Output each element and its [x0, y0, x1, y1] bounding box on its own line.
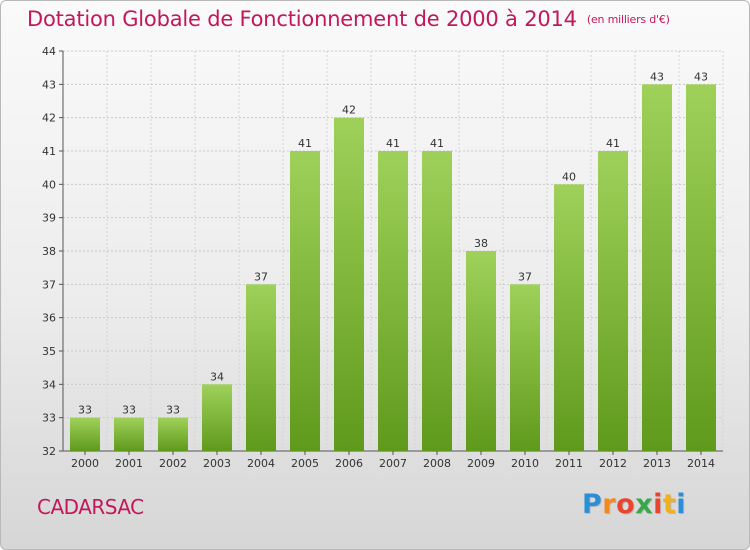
x-tick-label: 2005 [291, 457, 319, 470]
bar [686, 84, 716, 451]
logo-letter: o [616, 489, 636, 520]
bar [246, 284, 276, 451]
x-tick-label: 2013 [643, 457, 671, 470]
y-tick-label: 34 [42, 378, 56, 391]
bar [158, 417, 188, 451]
y-tick-label: 41 [42, 145, 56, 158]
data-label: 33 [122, 404, 136, 417]
y-tick-label: 44 [42, 45, 56, 58]
data-label: 37 [518, 270, 532, 283]
data-labels: 33 33 33 34 37 41 42 41 41 38 37 40 41 43 43 [78, 70, 708, 416]
y-tick-label: 38 [42, 245, 56, 258]
data-label: 34 [210, 370, 224, 383]
data-label: 33 [166, 404, 180, 417]
y-tick-label: 36 [42, 312, 56, 325]
x-tick-label: 2014 [687, 457, 715, 470]
logo-letter: i [653, 489, 663, 520]
y-tick-label: 42 [42, 112, 56, 125]
bar [510, 284, 540, 451]
logo-letter: i [676, 489, 687, 520]
data-label: 41 [298, 137, 312, 150]
bar [422, 151, 452, 451]
chart-unit: (en milliers d'€) [586, 13, 670, 26]
bar [642, 84, 672, 451]
proxiti-logo: Proxiti [582, 489, 686, 520]
data-label: 41 [430, 137, 444, 150]
bar [466, 251, 496, 451]
y-tick-label: 40 [42, 178, 56, 191]
bar [290, 151, 320, 451]
data-label: 37 [254, 270, 268, 283]
x-tick-label: 2008 [423, 457, 451, 470]
y-tick-label: 32 [42, 445, 56, 458]
logo-letter: t [662, 489, 677, 520]
data-label: 41 [386, 137, 400, 150]
data-label: 33 [78, 404, 92, 417]
bar [114, 417, 144, 451]
y-tick-label: 33 [42, 412, 56, 425]
chart-title: Dotation Globale de Fonctionnement de 20… [27, 7, 670, 31]
x-tick-label: 2011 [555, 457, 583, 470]
bar [378, 151, 408, 451]
logo-letter: P [582, 489, 603, 520]
y-tick-label: 37 [42, 278, 56, 291]
y-tick-label: 35 [42, 345, 56, 358]
bar [598, 151, 628, 451]
x-tick-label: 2003 [203, 457, 231, 470]
logo-letter: x [635, 489, 654, 520]
data-label: 38 [474, 237, 488, 250]
logo-letter: r [602, 489, 617, 520]
y-tick-label: 39 [42, 212, 56, 225]
bar [334, 117, 364, 452]
x-tick-label: 2002 [159, 457, 187, 470]
data-label: 41 [606, 137, 620, 150]
x-tick-label: 2006 [335, 457, 363, 470]
x-tick-label: 2000 [71, 457, 99, 470]
chart-title-text: Dotation Globale de Fonctionnement de 20… [27, 7, 577, 31]
x-tick-label: 2009 [467, 457, 495, 470]
data-label: 40 [562, 170, 576, 183]
x-tick-label: 2001 [115, 457, 143, 470]
bar [70, 417, 100, 451]
x-tick-label: 2007 [379, 457, 407, 470]
bars [70, 84, 716, 452]
x-tick-label: 2010 [511, 457, 539, 470]
x-tick-label: 2004 [247, 457, 275, 470]
data-label: 42 [342, 104, 356, 117]
data-label: 43 [650, 70, 664, 83]
x-tick-label: 2012 [599, 457, 627, 470]
commune-name: CADARSAC [37, 495, 144, 519]
bar [202, 384, 232, 451]
y-tick-label: 43 [42, 78, 56, 91]
bar [554, 184, 584, 452]
data-label: 43 [694, 70, 708, 83]
